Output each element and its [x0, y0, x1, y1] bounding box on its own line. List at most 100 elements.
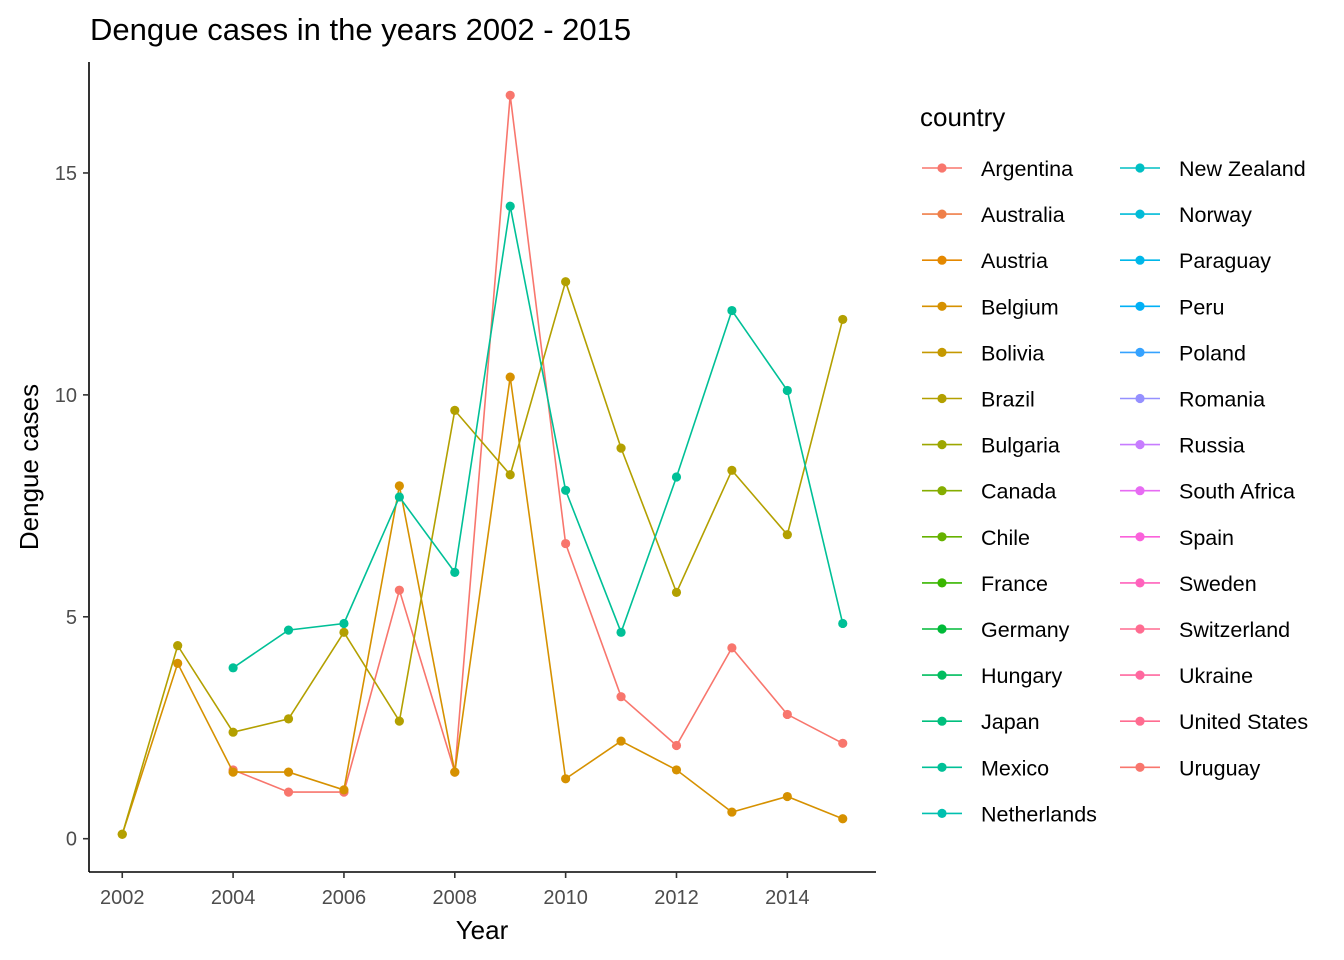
legend-items: Argentina Australia Austria Belgium Bolivia B… [922, 157, 1308, 826]
legend-label: Romania [1179, 388, 1265, 412]
data-point [283, 714, 294, 724]
data-point [228, 727, 238, 737]
legend-key-point [1135, 670, 1145, 680]
legend-label: Belgium [981, 295, 1059, 319]
data-point [117, 829, 127, 839]
legend-item: Bolivia [922, 341, 1044, 365]
legend-label: Hungary [981, 664, 1063, 688]
x-tick-label: 2008 [433, 887, 478, 909]
legend-label: Netherlands [981, 802, 1097, 826]
legend-label: Argentina [981, 157, 1073, 181]
data-point [616, 692, 626, 702]
x-tick-label: 2004 [211, 887, 256, 909]
x-tick-label: 2002 [100, 887, 145, 909]
y-tick-label: 5 [66, 607, 77, 629]
legend-item: Belgium [922, 295, 1059, 319]
legend-label: Norway [1179, 203, 1252, 227]
legend-item: Chile [922, 526, 1030, 550]
legend-key-point [937, 532, 947, 542]
legend-key-point [937, 486, 947, 496]
legend-label: Peru [1179, 295, 1224, 319]
data-point [727, 305, 737, 316]
plot-area: 0 5 10 15 2002 2004 2006 2008 2010 2012 2014 [55, 62, 876, 909]
data-point [283, 625, 294, 635]
data-point [339, 627, 349, 637]
legend-key-point [937, 163, 947, 173]
data-point [450, 567, 460, 578]
series-brazil [117, 277, 848, 839]
data-point [450, 767, 460, 777]
data-point [228, 663, 238, 673]
series-line [232, 95, 844, 793]
legend-item: Netherlands [922, 802, 1097, 826]
legend-item: United States [1120, 710, 1308, 734]
legend-key-point [937, 624, 947, 634]
legend-key-point [1135, 578, 1145, 588]
legend-label: Poland [1179, 341, 1246, 365]
legend-label: Australia [981, 203, 1065, 227]
data-point [394, 716, 404, 726]
y-tick-label: 15 [55, 163, 77, 185]
legend-label: Switzerland [1179, 618, 1290, 642]
legend-item: Norway [1120, 203, 1252, 227]
legend-key-point [937, 716, 947, 726]
legend-item: Japan [922, 710, 1040, 734]
legend-label: France [981, 572, 1048, 596]
data-point [671, 740, 682, 751]
legend-key-point [1135, 716, 1145, 726]
y-tick-label: 0 [66, 829, 77, 851]
data-point [339, 618, 349, 629]
data-point [394, 585, 404, 595]
x-tick-label: 2014 [765, 887, 810, 909]
data-point [838, 814, 848, 824]
legend-key-point [1135, 440, 1145, 450]
x-tick-label: 2010 [543, 887, 588, 909]
data-point [450, 405, 460, 416]
y-axis-title: Dengue cases [14, 384, 44, 550]
y-tick-label: 10 [55, 385, 77, 407]
legend-label: Bulgaria [981, 434, 1060, 458]
series-line [232, 206, 844, 669]
legend-label: Bolivia [981, 341, 1044, 365]
legend-label: Sweden [1179, 572, 1257, 596]
legend-key-point [1135, 393, 1145, 404]
legend-key-point [937, 393, 947, 404]
legend-key-point [937, 209, 947, 219]
legend-label: South Africa [1179, 480, 1295, 504]
legend-item: Mexico [922, 756, 1049, 780]
legend-key-point [1135, 347, 1145, 357]
legend-label: Brazil [981, 388, 1035, 412]
x-axis-title: Year [456, 915, 509, 945]
legend-key-point [937, 301, 947, 311]
legend-key-point [1135, 532, 1145, 542]
legend-label: Paraguay [1179, 249, 1271, 273]
x-tick-label: 2012 [654, 887, 699, 909]
legend-label: Japan [981, 710, 1040, 734]
series-mexico [228, 201, 848, 673]
data-point [339, 785, 349, 795]
legend-title: country [920, 102, 1005, 132]
legend-item: Bulgaria [922, 434, 1060, 458]
legend-item: South Africa [1120, 480, 1295, 504]
data-point [394, 481, 404, 491]
legend-key-point [937, 440, 947, 450]
data-point [616, 736, 626, 746]
legend-key-point [1135, 255, 1145, 265]
legend-item: Spain [1120, 526, 1234, 550]
data-point [727, 465, 737, 475]
data-point [173, 658, 183, 668]
legend-item: Romania [1120, 388, 1265, 412]
x-tick-label: 2006 [322, 887, 367, 909]
data-point [505, 470, 515, 480]
data-point [561, 538, 571, 549]
chart-title: Dengue cases in the years 2002 - 2015 [90, 12, 631, 47]
data-point [394, 492, 404, 502]
legend-item: France [922, 572, 1048, 596]
legend-label: Austria [981, 249, 1048, 273]
legend-item: Austria [922, 249, 1048, 273]
legend-key-point [937, 347, 947, 357]
legend-item: Poland [1120, 341, 1246, 365]
data-point [671, 765, 682, 775]
legend-item: Canada [922, 480, 1056, 504]
